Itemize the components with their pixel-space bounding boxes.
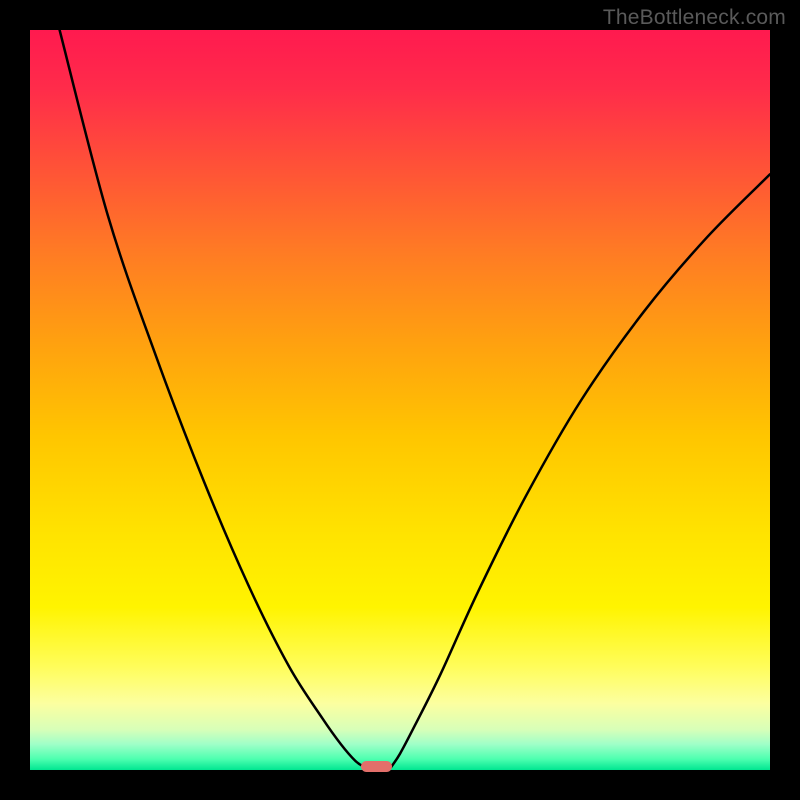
plot-area xyxy=(30,30,770,770)
optimal-point-marker xyxy=(361,761,392,772)
watermark-text: TheBottleneck.com xyxy=(603,6,786,30)
bottleneck-gradient-background xyxy=(30,30,770,770)
